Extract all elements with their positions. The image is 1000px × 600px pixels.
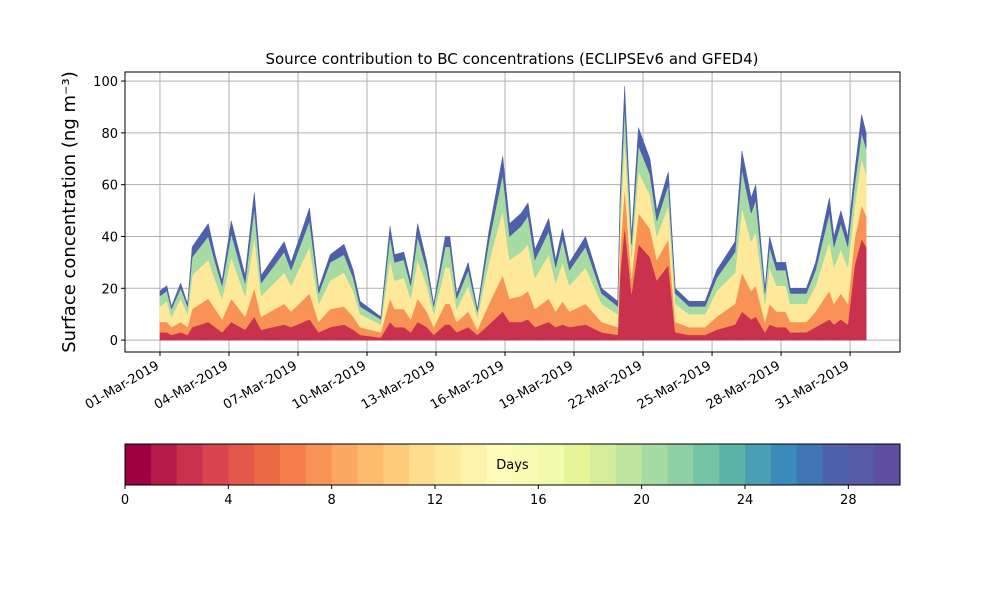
colorbar-segment [512, 444, 539, 485]
axes-frame [124, 71, 901, 353]
colorbar-segment [280, 444, 307, 485]
y-axis-label: Surface concentration (ng m⁻³) [59, 71, 80, 353]
colorbar-segment [460, 444, 488, 485]
colorbar-segment [590, 444, 617, 485]
colorbar-segment [305, 444, 333, 485]
colorbar-tick-label: 12 [427, 493, 444, 508]
colorbar-tick-label: 16 [530, 493, 547, 508]
colorbar-frame [124, 443, 901, 486]
x-tick-label: 13-Mar-2019 [359, 358, 438, 412]
colorbar-segment [848, 444, 875, 485]
colorbar-segment [228, 444, 255, 485]
colorbar-segment [125, 444, 152, 485]
colorbar-tick-label: 0 [121, 493, 129, 508]
colorbar-segment [615, 444, 643, 485]
colorbar-segment [202, 444, 229, 485]
x-tick-label: 19-Mar-2019 [497, 358, 576, 412]
colorbar-tick-label: 4 [224, 493, 232, 508]
y-tick-label: 40 [101, 230, 118, 245]
colorbar-segment [538, 444, 565, 485]
colorbar-segment [150, 444, 178, 485]
x-tick-label: 07-Mar-2019 [221, 358, 300, 412]
x-tick-label: 31-Mar-2019 [773, 358, 852, 412]
x-tick-label: 25-Mar-2019 [635, 358, 714, 412]
colorbar-label: Days [496, 458, 529, 473]
colorbar-segment [770, 444, 798, 485]
colorbar-segment [357, 444, 384, 485]
colorbar-tick-label: 24 [737, 493, 754, 508]
x-tick-label: 28-Mar-2019 [704, 358, 783, 412]
y-tick-label: 80 [101, 127, 118, 142]
colorbar-segment [719, 444, 746, 485]
x-tick-label: 22-Mar-2019 [566, 358, 645, 412]
colorbar-segment [254, 444, 281, 485]
colorbar-tick-label: 8 [328, 493, 336, 508]
colorbar-segment [693, 444, 720, 485]
colorbar-segment [409, 444, 436, 485]
colorbar-segment [486, 444, 513, 485]
colorbar-segment [745, 444, 772, 485]
colorbar-segment [331, 444, 358, 485]
colorbar-segment [667, 444, 694, 485]
x-tick-label: 16-Mar-2019 [428, 358, 507, 412]
colorbar-segment [564, 444, 591, 485]
y-tick-label: 60 [101, 179, 118, 194]
colorbar-segment [176, 444, 203, 485]
x-tick-label: 10-Mar-2019 [290, 358, 369, 412]
colorbar-segment [822, 444, 849, 485]
chart-title: Source contribution to BC concentrations… [265, 50, 758, 68]
colorbar-segment [435, 444, 462, 485]
area-layer [159, 86, 867, 320]
colorbar-tick-label: 20 [633, 493, 650, 508]
colorbar-segment [641, 444, 668, 485]
colorbar-segment [874, 444, 901, 485]
y-tick-label: 100 [93, 75, 118, 90]
colorbar-segment [796, 444, 823, 485]
colorbar-segment [383, 444, 410, 485]
y-tick-label: 0 [110, 334, 118, 349]
x-tick-label: 01-Mar-2019 [83, 358, 162, 412]
x-tick-label: 04-Mar-2019 [152, 358, 231, 412]
y-tick-label: 20 [101, 282, 118, 297]
colorbar-tick-label: 28 [840, 493, 857, 508]
